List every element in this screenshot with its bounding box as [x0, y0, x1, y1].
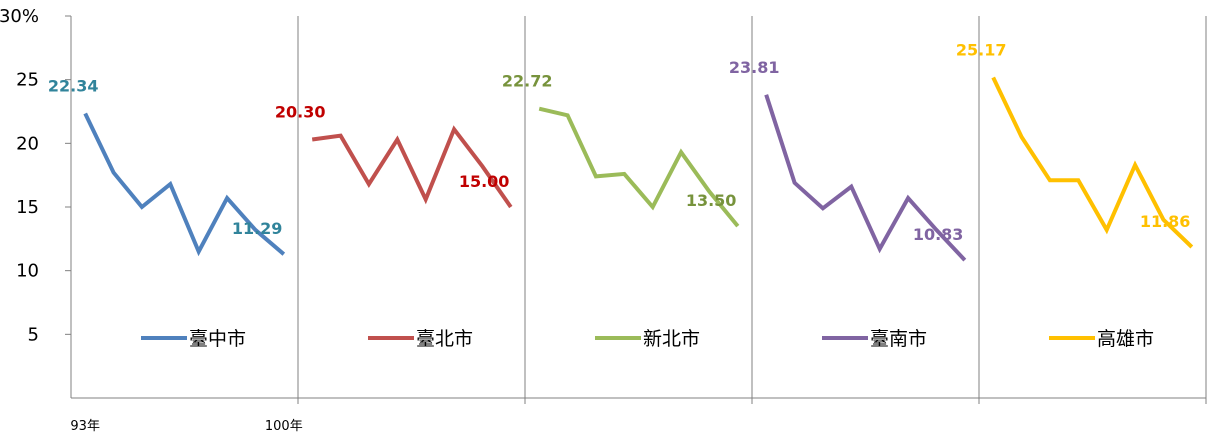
legends: 臺中市 臺北市 新北市 臺南市 高雄市: [141, 328, 1154, 350]
y-axis-ticks: 5 10 15 20 25 30%: [0, 6, 71, 345]
y-tick-label: 20: [16, 133, 39, 154]
series-line-4: [764, 94, 967, 262]
data-label: 20.30: [275, 103, 326, 122]
series-lines: [83, 76, 1194, 262]
data-label: 13.50: [686, 191, 737, 210]
data-label: 25.17: [956, 41, 1007, 60]
legend-label-5: 高雄市: [1097, 328, 1154, 350]
data-label: 22.34: [48, 77, 99, 96]
y-tick-label: 5: [28, 324, 39, 345]
y-tick-label: 25: [16, 70, 39, 91]
data-label: 23.81: [729, 58, 780, 77]
x-tick-label: 93年: [70, 419, 100, 434]
legend-label-2: 臺北市: [416, 328, 473, 350]
data-label: 11.86: [1140, 212, 1191, 231]
series-line-3: [538, 106, 740, 228]
data-label: 22.72: [502, 72, 553, 91]
data-label: 11.29: [232, 219, 283, 238]
panel-separators: [297, 16, 1207, 404]
series-line-1: [83, 112, 286, 257]
legend-label-1: 臺中市: [189, 328, 246, 350]
data-label: 10.83: [913, 225, 964, 244]
data-labels: 22.34 11.29 20.30 15.00 22.72 13.50 23.81 10.83…: [48, 41, 1191, 245]
legend-label-3: 新北市: [643, 328, 700, 350]
series-line-5: [991, 76, 1194, 249]
y-tick-label: 10: [16, 261, 39, 282]
x-tick-label: 100年: [265, 419, 303, 434]
y-tick-label: 15: [16, 197, 39, 218]
y-tick-label: 30%: [0, 6, 39, 27]
data-label: 15.00: [459, 172, 510, 191]
x-axis-ticks: 93年 100年: [70, 419, 302, 434]
legend-label-4: 臺南市: [870, 328, 927, 350]
series-line-2: [311, 125, 513, 209]
